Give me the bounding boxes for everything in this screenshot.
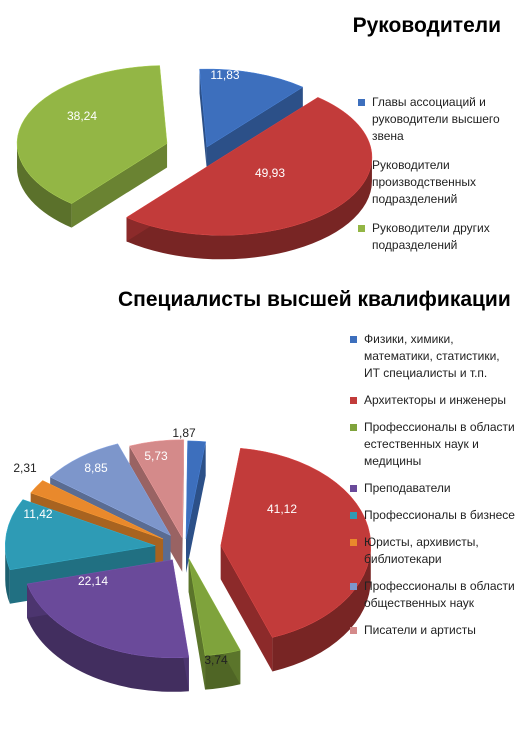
specialists-legend-label-5: Профессионалы в бизнесе (364, 508, 515, 522)
specialists-slice-6 (30, 480, 164, 540)
managers-data-label-3: 38,24 (67, 109, 97, 123)
specialists-legend-label-8: Писатели и артисты (364, 623, 476, 637)
specialists-legend-item-1: Физики, химики, математики, статистики, … (350, 331, 515, 382)
specialists-data-label-2: 41,12 (267, 502, 297, 516)
specialists-legend-label-3: Профессионалы в области естественных нау… (364, 420, 515, 468)
specialists-legend-label-1: Физики, химики, математики, статистики, … (364, 332, 500, 380)
managers-legend-swatch-2 (358, 162, 365, 169)
specialists-data-label-3: 3,74 (204, 653, 228, 667)
pie-chart-specialists: 1,87 41,12 3,74 22,14 11,42 2,31 8,85 5,73 (4, 426, 371, 692)
specialists-slice-8 (129, 439, 185, 539)
specialists-legend-item-7: Профессионалы в области общественных нау… (350, 578, 515, 612)
specialists-legend-label-7: Профессионалы в области общественных нау… (364, 579, 515, 610)
specialists-legend-item-4: Преподаватели (350, 480, 515, 497)
specialists-slice-1 (185, 440, 206, 539)
specialists-legend-label-4: Преподаватели (364, 481, 451, 495)
managers-legend-swatch-3 (358, 225, 365, 232)
managers-legend-label-2: Руководители производственных подразделе… (372, 158, 476, 206)
managers-slice-side-1 (199, 69, 303, 172)
specialists-slice-2 (220, 448, 371, 638)
managers-slice-1 (199, 68, 304, 148)
managers-legend-label-1: Главы ассоциаций и руководители высшего … (372, 95, 500, 143)
specialists-data-label-4: 22,14 (78, 574, 108, 588)
specialists-data-label-1: 1,87 (172, 426, 196, 440)
specialists-slice-3 (188, 558, 241, 656)
specialists-legend-label-6: Юристы, архивисты, библиотекари (364, 535, 479, 566)
specialists-legend-swatch-5 (350, 512, 357, 519)
chart-title-managers: Руководители (352, 14, 501, 37)
managers-slice-3 (16, 65, 168, 204)
specialists-legend-swatch-1 (350, 336, 357, 343)
specialists-legend-item-5: Профессионалы в бизнесе (350, 507, 515, 524)
specialists-data-label-6: 2,31 (13, 461, 37, 475)
specialists-legend-item-6: Юристы, архивисты, библиотекари (350, 534, 515, 568)
specialists-legend-swatch-7 (350, 583, 357, 590)
specialists-slice-7 (49, 443, 172, 537)
specialists-slice-5 (4, 499, 156, 571)
specialists-legend-item-2: Архитекторы и инженеры (350, 392, 515, 409)
managers-legend-swatch-1 (358, 99, 365, 106)
specialists-legend-item-3: Профессионалы в области естественных нау… (350, 419, 515, 470)
managers-slice-2 (125, 97, 373, 236)
specialists-legend-swatch-6 (350, 539, 357, 546)
specialists-data-label-5: 11,42 (23, 507, 52, 521)
managers-legend-item-1: Главы ассоциаций и руководители высшего … (358, 94, 513, 145)
managers-data-label-1: 11,83 (210, 68, 239, 82)
legend-managers: Главы ассоциаций и руководители высшего … (358, 94, 513, 266)
pie-chart-managers: 11,83 49,93 38,24 (16, 65, 373, 260)
specialists-legend-swatch-8 (350, 627, 357, 634)
specialists-legend-label-2: Архитекторы и инженеры (364, 393, 507, 407)
specialists-legend-swatch-3 (350, 424, 357, 431)
chart-title-specialists: Специалисты высшей квалификации (118, 288, 511, 311)
specialists-legend-swatch-2 (350, 397, 357, 404)
legend-specialists: Физики, химики, математики, статистики, … (350, 331, 515, 649)
managers-legend-label-3: Руководители других подразделений (372, 221, 490, 252)
specialists-data-label-8: 5,73 (144, 449, 168, 463)
specialists-legend-item-8: Писатели и артисты (350, 622, 515, 639)
managers-data-label-2: 49,93 (255, 166, 285, 180)
specialists-slice-4 (26, 559, 190, 659)
managers-legend-item-3: Руководители других подразделений (358, 220, 513, 254)
specialists-legend-swatch-4 (350, 485, 357, 492)
specialists-data-label-7: 8,85 (84, 461, 108, 475)
managers-legend-item-2: Руководители производственных подразделе… (358, 157, 513, 208)
